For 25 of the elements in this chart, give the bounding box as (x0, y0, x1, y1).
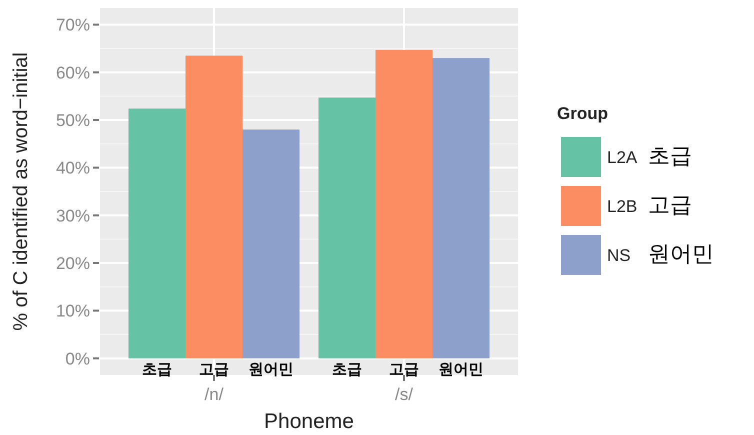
y-tick-label: 20% (56, 254, 90, 273)
y-tick-label: 10% (56, 302, 90, 321)
annotation: 원어민 (248, 360, 294, 378)
y-tick-label: 70% (56, 16, 90, 35)
x-tick-label: /n/ (204, 385, 224, 404)
x-tick-label: /s/ (395, 385, 414, 404)
y-tick-label: 40% (56, 158, 90, 178)
y-tick-label: 50% (56, 111, 90, 130)
annotation: 고급 (389, 360, 419, 378)
text: 초급 (648, 144, 692, 169)
y-axis-title: % of C identified as word−initial (10, 52, 32, 331)
annotation: 초급 (142, 360, 172, 378)
y-tick-label: 60% (56, 63, 90, 82)
text: 원어민 (648, 242, 714, 267)
text: 고급 (648, 193, 692, 218)
legend-title: Group (557, 104, 608, 123)
annotation: 원어민 (438, 360, 484, 378)
y-tick-label: 30% (56, 206, 90, 226)
legend-label: NS (607, 246, 631, 265)
y-tick-label: 0% (65, 349, 90, 368)
legend-label: L2B (607, 197, 638, 216)
annotation: 초급 (332, 360, 362, 378)
x-axis-title: Phoneme (264, 410, 354, 433)
legend-label: L2A (607, 148, 638, 167)
annotation: 고급 (199, 360, 229, 378)
